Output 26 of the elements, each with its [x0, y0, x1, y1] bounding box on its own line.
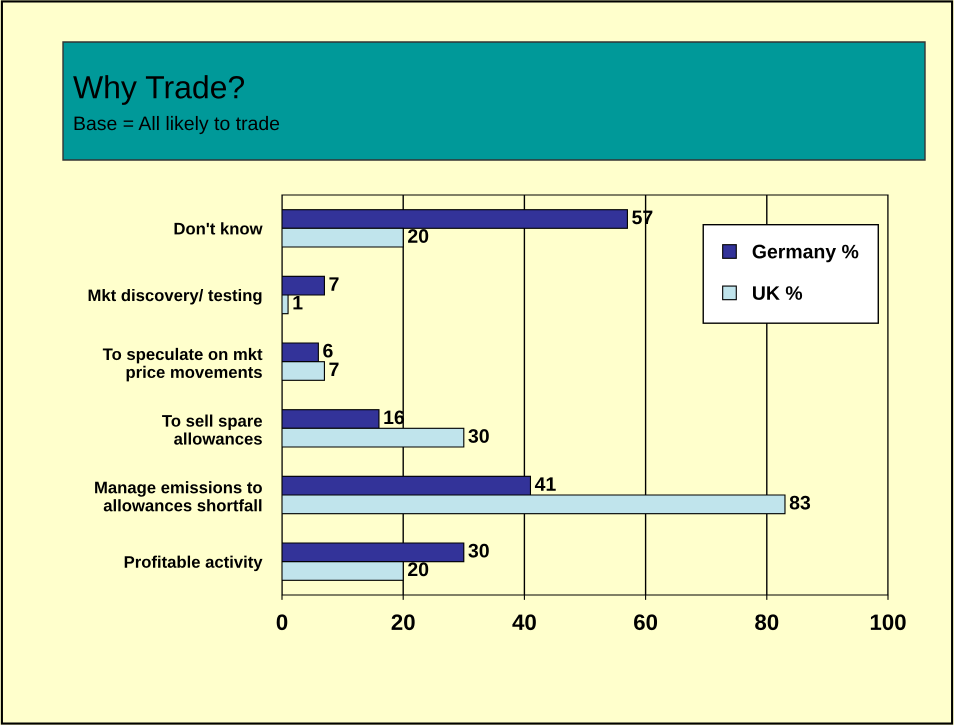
- x-tick-label: 0: [276, 614, 288, 630]
- data-label: 6: [323, 344, 333, 358]
- y-tick-label: To sell spare allowances: [162, 414, 262, 445]
- x-tick-label: 40: [512, 614, 536, 630]
- data-label: 20: [408, 562, 428, 576]
- data-label: 7: [329, 277, 339, 291]
- y-tick-label: Profitable activity: [124, 556, 262, 572]
- y-tick-label: Manage emissions to allowances shortfall: [95, 481, 262, 512]
- x-tick-label: 60: [634, 614, 658, 630]
- x-tick-label: 20: [392, 614, 415, 630]
- chart-title: Why Trade?: [73, 75, 244, 105]
- x-tick-label: 80: [755, 614, 778, 630]
- data-label: 1: [293, 296, 302, 310]
- data-label: 7: [329, 362, 339, 376]
- y-tick-label: Mkt discovery/ testing: [88, 288, 262, 305]
- data-label: 30: [468, 429, 489, 443]
- y-tick-label: Don't know: [174, 222, 263, 235]
- data-label: 30: [468, 544, 489, 558]
- data-label: 41: [534, 477, 556, 491]
- x-tick-label: 100: [870, 614, 906, 630]
- data-label: 20: [408, 229, 428, 243]
- legend-label: Germany %: [752, 244, 858, 262]
- data-label: 83: [790, 496, 810, 510]
- chart-subtitle: Base = All likely to trade: [74, 116, 280, 134]
- legend-label: UK %: [753, 286, 802, 300]
- y-tick-label: To speculate on mkt price movements: [102, 348, 262, 382]
